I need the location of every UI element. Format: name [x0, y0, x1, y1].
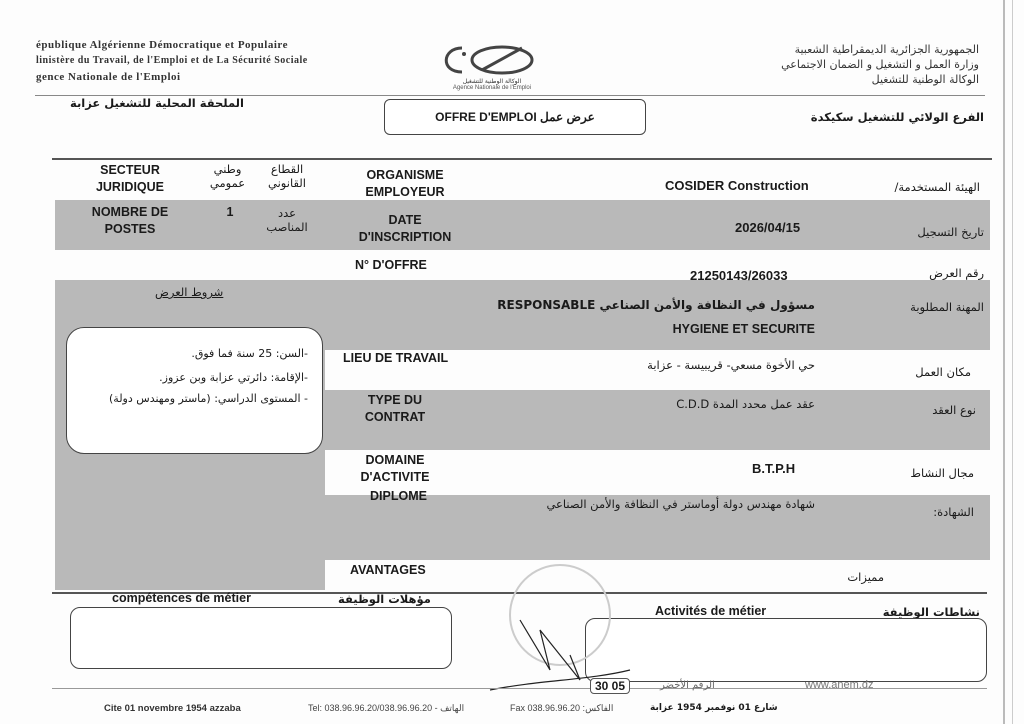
- diplome-value: شهادة مهندس دولة أوماستر في النظافة والأ…: [546, 497, 815, 511]
- header-ar-line: الوكالة الوطنية للتشغيل: [871, 73, 979, 86]
- date-label: DATE D'INSCRIPTION: [358, 213, 452, 244]
- band: [325, 495, 990, 560]
- contrat-value: عقد عمل محدد المدة C.D.D: [676, 397, 815, 411]
- offre-label: N° D'OFFRE: [355, 258, 427, 272]
- metier-label-ar: المهنة المطلوبة: [910, 300, 984, 314]
- competences-box: [70, 607, 452, 669]
- offre-value: 21250143/26033: [690, 268, 788, 283]
- activites-box: [585, 618, 987, 682]
- metier-value-1: مسؤول في النظافة والأمن الصناعي RESPONSA…: [497, 298, 815, 312]
- condition-item: -السن: 25 سنة فما فوق.: [191, 347, 308, 360]
- footer-address-ar: شارع 01 نوفمبر 1954 عزابة: [650, 703, 778, 713]
- domaine-value: B.T.P.H: [752, 461, 796, 476]
- header-ar: الجمهورية الجزائرية الديمقراطية الشعبية …: [781, 42, 979, 87]
- page-edge: [1003, 0, 1005, 724]
- stamp-signature: [489, 564, 631, 691]
- document-title: OFFRE D'EMPLOI عرض عمل: [384, 99, 646, 135]
- anem-logo: [444, 45, 534, 75]
- header-fr: épublique Algérienne Démocratique et Pop…: [36, 37, 308, 85]
- green-number: 30 05: [590, 678, 631, 694]
- header-fr-line: linistère du Travail, de l'Emploi et de …: [36, 55, 308, 66]
- green-number-label: الرقم الأخضر: [660, 680, 715, 691]
- page-edge: [1012, 0, 1013, 724]
- section-divider: [52, 592, 987, 594]
- domaine-label: DOMAINE D'ACTIVITE: [360, 453, 430, 484]
- header-ar-line: الجمهورية الجزائرية الديمقراطية الشعبية: [794, 43, 979, 56]
- organisme-value: COSIDER Construction: [665, 178, 809, 193]
- secteur-label-ar: القطاع القانوني: [268, 162, 306, 190]
- metier-value: مسؤول في النظافة والأمن الصناعي RESPONSA…: [490, 293, 815, 341]
- competences-label: compétences de métier: [112, 591, 251, 605]
- lieu-value: حي الأخوة مسعي- قريبيسة - عزابة: [647, 358, 815, 372]
- header-fr-line: gence Nationale de l'Emploi: [36, 71, 181, 83]
- avantages-label: AVANTAGES: [350, 563, 426, 577]
- activites-label-ar: نشاطات الوظيفة: [882, 605, 980, 619]
- footer-divider: [52, 688, 987, 689]
- date-label-ar: تاريخ التسجيل: [917, 225, 984, 239]
- footer-tel: Tel: 038.96.96.20/038.96.96.20 - الهاتف: [308, 703, 465, 713]
- diplome-label-ar: الشهادة:: [933, 505, 974, 519]
- secteur-value: وطني عمومي: [209, 162, 246, 190]
- postes-label: NOMBRE DE POSTES: [91, 205, 169, 236]
- offre-label-ar: رقم العرض: [929, 266, 984, 280]
- logo-caption: الوكالة الوطنية للتشغيل Agence Nationale…: [432, 78, 552, 91]
- conditions-title: شروط العرض: [155, 285, 224, 299]
- lieu-label-ar: مكان العمل: [915, 365, 971, 379]
- header-divider: [35, 95, 985, 96]
- lieu-label: LIEU DE TRAVAIL: [343, 351, 449, 365]
- table-top-line: [52, 158, 992, 160]
- band: [55, 200, 990, 250]
- contrat-label: TYPE DU CONTRAT: [364, 393, 426, 424]
- header-fr-line: épublique Algérienne Démocratique et Pop…: [36, 39, 288, 51]
- organisme-label: ORGANISME EMPLOYEUR: [365, 168, 445, 199]
- postes-value: 1: [226, 205, 234, 219]
- logo-caption-fr: Agence Nationale de l'Emploi: [452, 85, 532, 91]
- postes-label-ar: عدد المناصب: [266, 206, 308, 234]
- footer-address-fr: Cite 01 novembre 1954 azzaba: [104, 703, 241, 714]
- diplome-label: DIPLOME: [370, 489, 427, 503]
- condition-item: -الإقامة: دائرتي عزابة وبن عزوز.: [159, 371, 308, 384]
- left-office: الملحقة المحلية للتشغيل عزابة: [70, 96, 244, 110]
- band: [325, 390, 990, 450]
- conditions-box: -السن: 25 سنة فما فوق. -الإقامة: دائرتي …: [66, 327, 323, 454]
- competences-label-ar: مؤهلات الوظيفة: [338, 592, 431, 606]
- date-value: 2026/04/15: [735, 220, 801, 235]
- avantages-label-ar: مميزات: [847, 570, 884, 584]
- activites-label: Activités de métier: [655, 604, 767, 618]
- right-office: الفرع الولائي للتشغيل سكيكدة: [810, 110, 984, 124]
- metier-value-2: HYGIENE ET SECURITE: [672, 322, 815, 336]
- website: www.anem.dz: [805, 679, 874, 691]
- domaine-label-ar: مجال النشاط: [910, 466, 974, 480]
- header-ar-line: وزارة العمل و التشغيل و الضمان الاجتماعي: [781, 58, 979, 71]
- condition-item: - المستوى الدراسي: (ماستر ومهندس دولة): [109, 392, 308, 405]
- organisme-label-ar: الهيئة المستخدمة/: [894, 180, 981, 194]
- logo-caption-ar: الوكالة الوطنية للتشغيل: [462, 78, 522, 85]
- footer-fax: Fax 038.96.96.20 :الفاكس: [510, 703, 614, 713]
- secteur-label: SECTEUR JURIDIQUE: [95, 163, 165, 194]
- contrat-label-ar: نوع العقد: [932, 403, 976, 417]
